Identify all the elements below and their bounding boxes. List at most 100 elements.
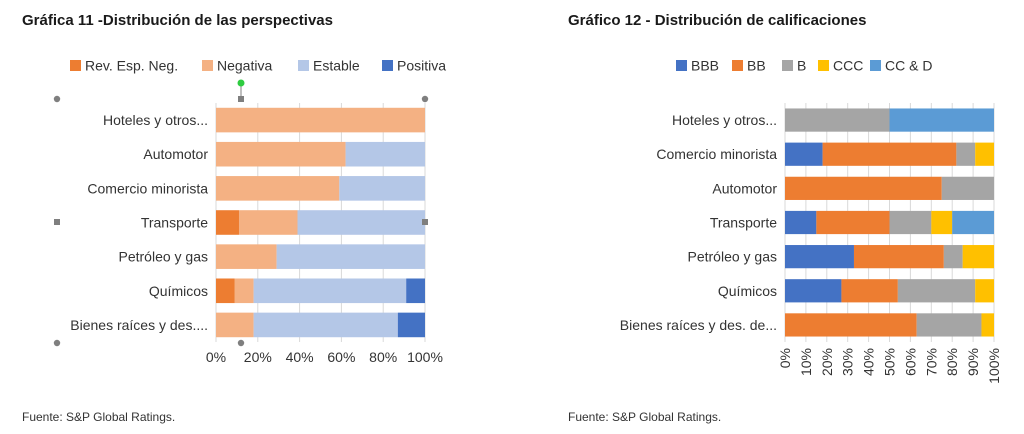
chart-title: Gráfico 12 - Distribución de calificacio… <box>568 12 867 29</box>
x-tick-label: 20% <box>819 348 835 376</box>
bar-segment <box>816 210 890 235</box>
x-tick-label: 70% <box>923 348 939 376</box>
source-note: Fuente: S&P Global Ratings. <box>22 410 176 424</box>
bar-segment <box>853 245 944 269</box>
bar-segment <box>216 141 346 167</box>
resize-handle[interactable] <box>53 339 61 347</box>
category-label: Petróleo y gas <box>119 249 209 265</box>
bar-segment <box>889 210 932 235</box>
legend-label: B <box>797 58 806 74</box>
legend-label: CC & D <box>885 58 932 74</box>
x-tick-label: 100% <box>407 349 443 365</box>
x-tick-label: 30% <box>840 348 856 376</box>
bar-segment <box>785 142 823 166</box>
x-tick-label: 60% <box>327 349 355 365</box>
bar-segment <box>785 176 942 200</box>
bar-segment <box>253 278 407 304</box>
bar-segment <box>216 107 425 133</box>
category-label: Químicos <box>149 283 208 299</box>
category-label: Transporte <box>710 215 777 231</box>
category-label: Comercio minorista <box>87 180 208 196</box>
x-tick-label: 90% <box>965 348 981 376</box>
resize-handle[interactable] <box>422 219 428 225</box>
bar-segment <box>981 313 994 337</box>
category-label: Bienes raíces y des. de... <box>620 317 777 333</box>
bar-segment <box>897 279 976 303</box>
legend-swatch <box>70 60 81 71</box>
legend-label: Rev. Esp. Neg. <box>85 58 178 74</box>
x-tick-label: 0% <box>206 349 226 365</box>
bar-segment <box>822 142 957 166</box>
x-tick-label: 0% <box>777 348 793 368</box>
resize-handle[interactable] <box>238 96 244 102</box>
bar-segment <box>276 244 425 269</box>
x-tick-label: 100% <box>986 348 1002 384</box>
bar-segment <box>975 279 994 303</box>
bar-segment <box>339 176 425 201</box>
x-tick-label: 80% <box>944 348 960 376</box>
category-label: Bienes raíces y des.... <box>70 317 208 333</box>
resize-handle[interactable] <box>54 219 60 225</box>
resize-handle[interactable] <box>421 95 429 103</box>
chart-perspectivas[interactable]: Rev. Esp. Neg. Negativa Estable Positiva Hot… <box>0 0 512 434</box>
legend-label: CCC <box>833 58 863 74</box>
bar-segment <box>916 313 982 337</box>
x-tick-label: 20% <box>244 349 272 365</box>
bar-segment <box>406 278 425 304</box>
category-label: Hoteles y otros... <box>103 112 208 128</box>
x-tick-label: 80% <box>369 349 397 365</box>
category-label: Transporte <box>141 215 208 231</box>
category-label: Hoteles y otros... <box>672 112 777 128</box>
bar-segment <box>943 245 963 269</box>
category-label: Automotor <box>712 180 777 196</box>
legend-label: BB <box>747 58 766 74</box>
legend-label: Positiva <box>397 58 446 74</box>
bar-segment <box>397 312 425 338</box>
source-note: Fuente: S&P Global Ratings. <box>568 410 722 424</box>
legend-swatch <box>732 60 743 71</box>
bar-segment <box>238 210 298 235</box>
rotate-handle[interactable] <box>237 79 245 87</box>
category-label: Petróleo y gas <box>688 249 778 265</box>
chart-title: Gráfica 11 -Distribución de las perspect… <box>22 12 333 29</box>
legend-label: Negativa <box>217 58 272 74</box>
bar-segment <box>785 108 890 132</box>
bar-segment <box>952 210 994 235</box>
legend-swatch <box>676 60 687 71</box>
bar-segment <box>216 278 235 304</box>
resize-handle[interactable] <box>53 95 61 103</box>
legend-label: Estable <box>313 58 360 74</box>
legend-label: BBB <box>691 58 719 74</box>
bar-segment <box>785 245 854 269</box>
legend-swatch <box>782 60 793 71</box>
x-tick-label: 40% <box>861 348 877 376</box>
resize-handle[interactable] <box>237 339 245 347</box>
bar-segment <box>345 141 425 167</box>
chart-panel-calificaciones: Gráfico 12 - Distribución de calificacio… <box>548 0 1024 434</box>
bar-segment <box>785 279 842 303</box>
bar-segment <box>931 210 953 235</box>
bar-segment <box>962 245 994 269</box>
bar-segment <box>956 142 976 166</box>
bar-segment <box>785 313 917 337</box>
x-tick-label: 50% <box>882 348 898 376</box>
legend-swatch <box>202 60 213 71</box>
category-label: Comercio minorista <box>656 146 777 162</box>
bar-segment <box>941 176 994 200</box>
bar-segment <box>253 312 398 338</box>
bar-segment <box>216 244 277 269</box>
bar-segment <box>297 210 425 235</box>
x-tick-label: 60% <box>902 348 918 376</box>
bar-segment <box>216 312 254 338</box>
bar-segment <box>975 142 994 166</box>
legend-swatch <box>818 60 829 71</box>
chart-panel-perspectivas: Gráfica 11 -Distribución de las perspect… <box>0 0 512 434</box>
bar-segment <box>216 176 340 201</box>
legend-swatch <box>382 60 393 71</box>
bar-segment <box>216 210 239 235</box>
x-tick-label: 40% <box>286 349 314 365</box>
category-label: Químicos <box>718 283 777 299</box>
bar-segment <box>841 279 898 303</box>
category-label: Automotor <box>143 146 208 162</box>
bar-segment <box>785 210 817 235</box>
